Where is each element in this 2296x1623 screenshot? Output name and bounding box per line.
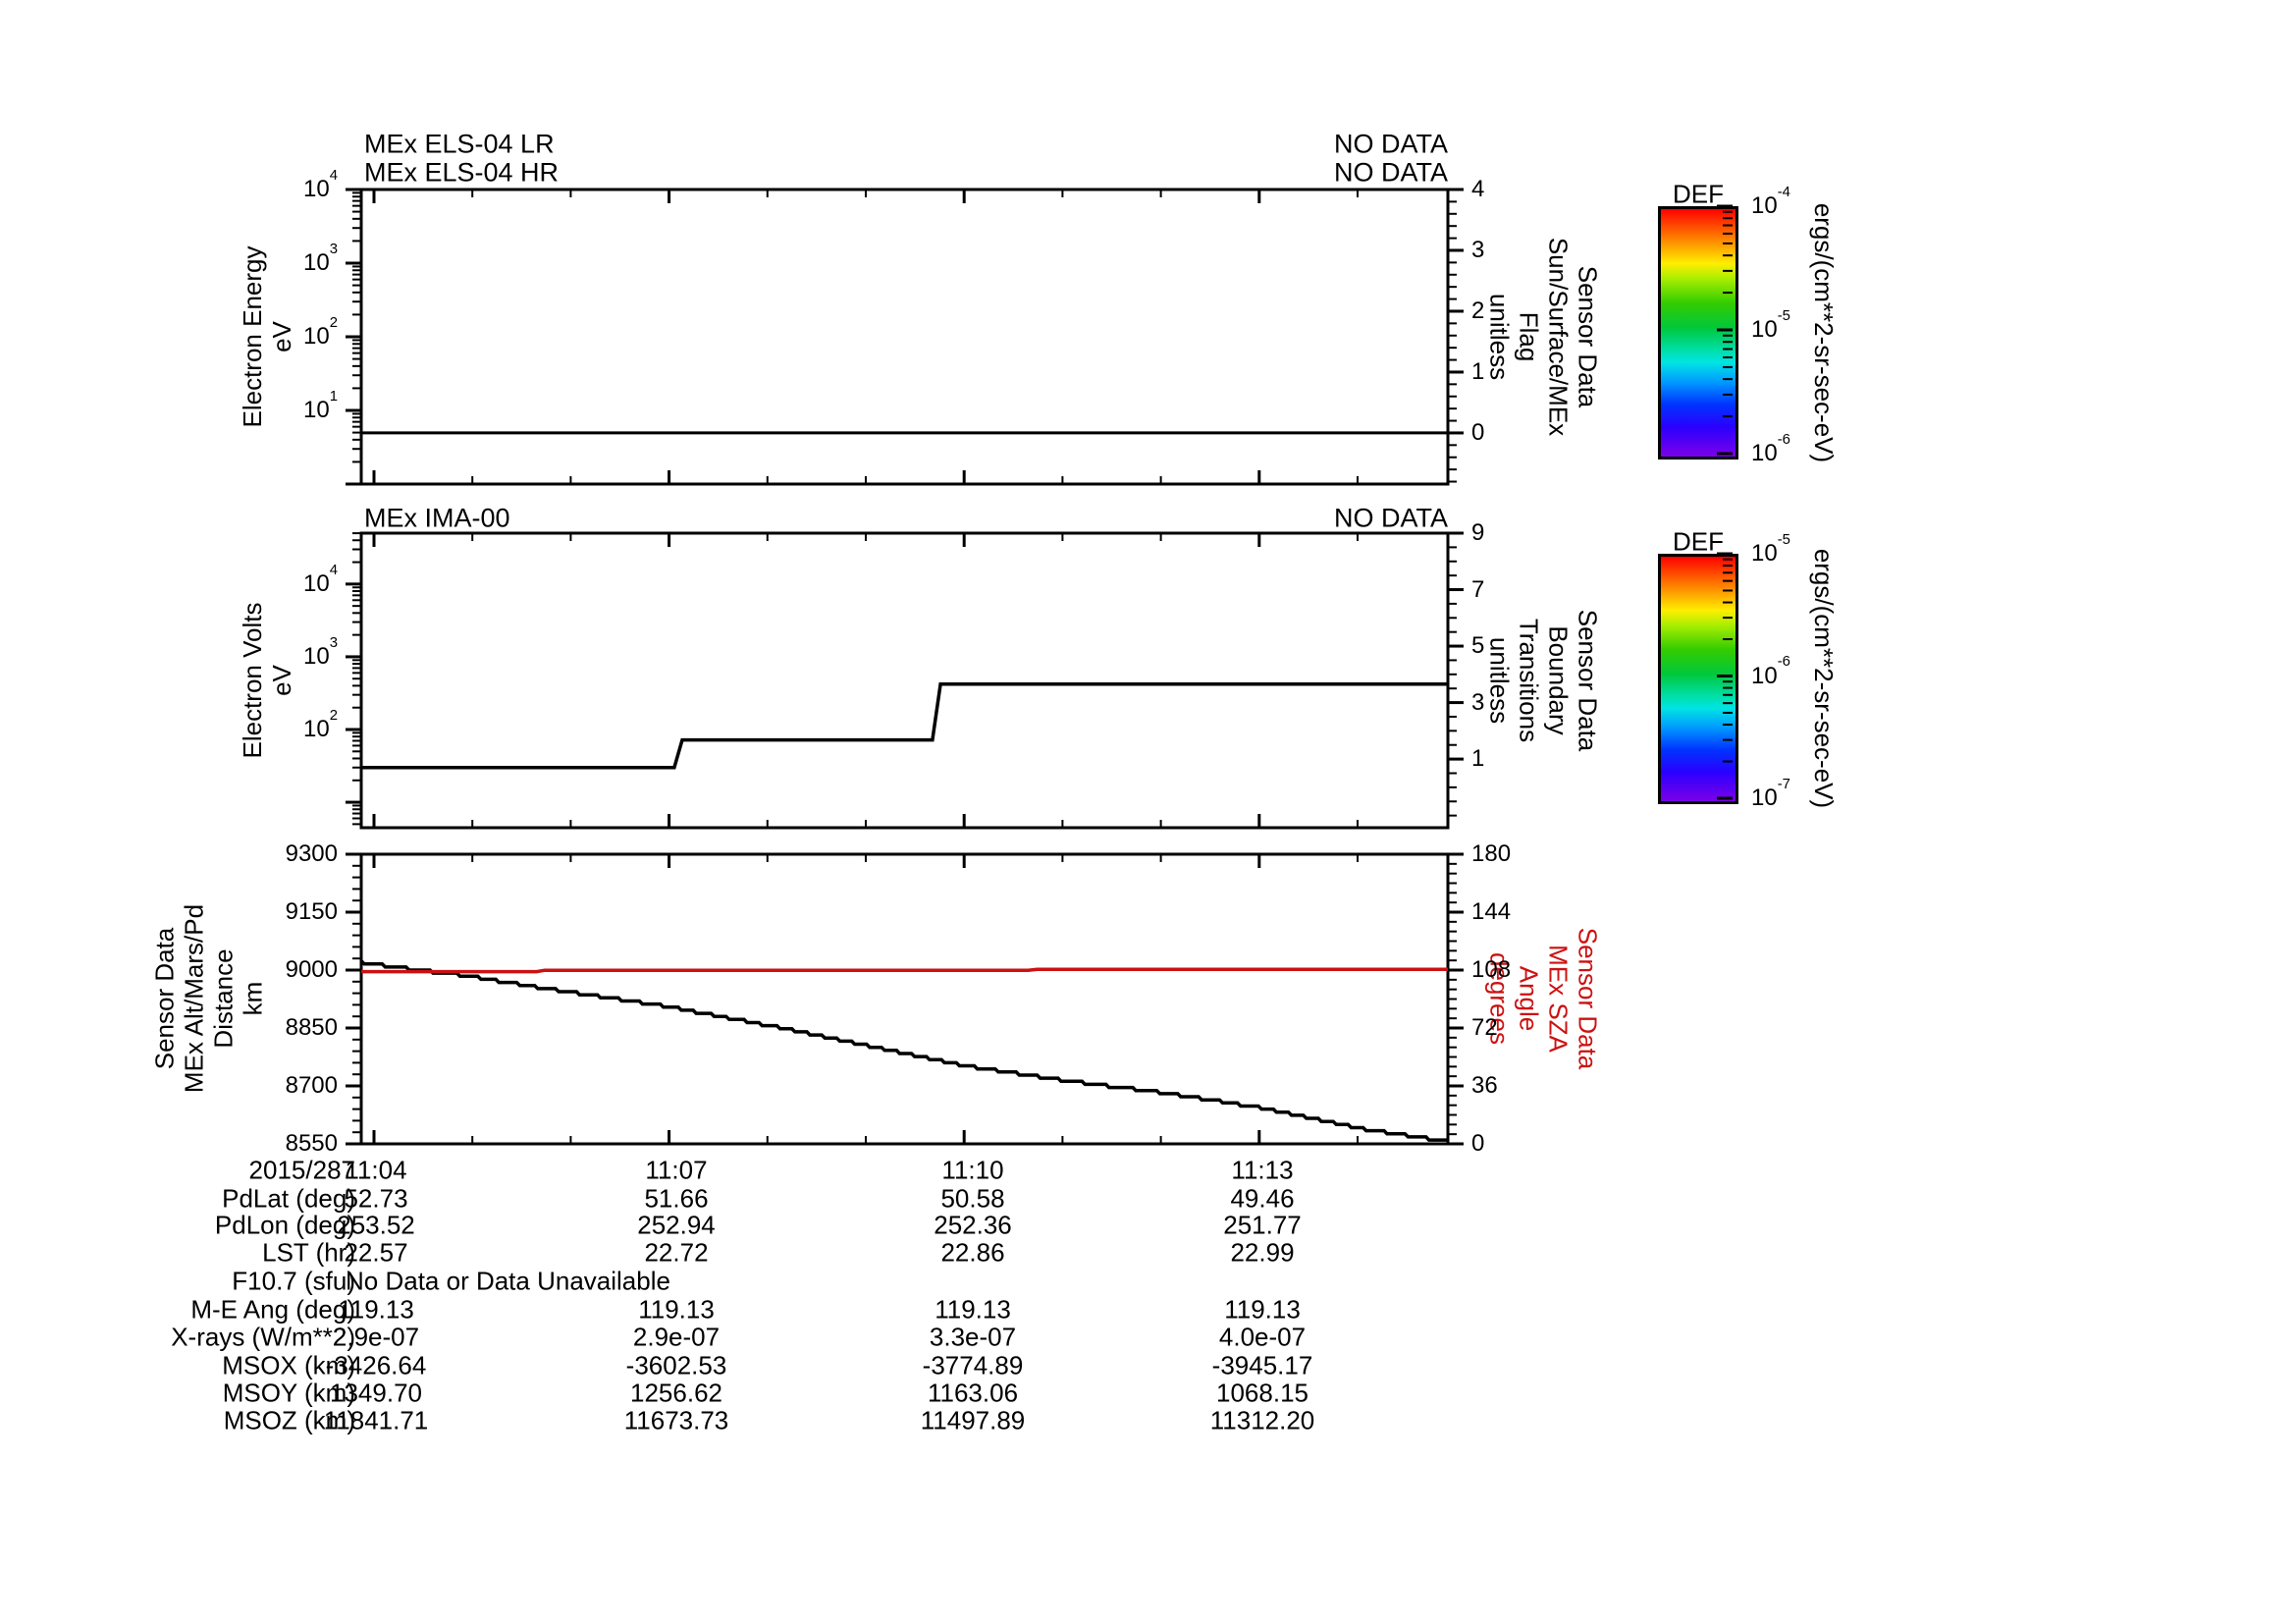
series-ima-energy-steps [361,682,1448,770]
axis-tick-label: 8850 [285,1014,338,1041]
axis-tick-label: 2 [1471,297,1485,324]
panel-ima-title: MEx IMA-00 [364,503,510,533]
axis-tick-label: 0 [1471,418,1485,446]
axis-tick-label: 102 [303,707,338,742]
table-cell: -3945.17 [1211,1350,1313,1380]
axis-tick-label: 8550 [285,1130,338,1157]
table-cell: 11673.73 [623,1405,729,1435]
table-span-value: No Data or Data Unavailable [346,1266,670,1296]
table-cell: 1256.62 [630,1378,722,1408]
table-cell: 22.57 [344,1237,408,1268]
axis-tick-label: 3 [1471,688,1485,716]
panel-frame [359,852,1450,1146]
panel-els-title-lr: MEx ELS-04 LR [364,129,555,159]
table-cell: 252.36 [934,1210,1012,1240]
table-cell: 4.0e-07 [1218,1322,1307,1352]
table-cell: 11841.71 [323,1405,429,1435]
table-row-label: M-E Ang (deg) [190,1294,355,1325]
axis-tick-label: 108 [1471,956,1512,983]
axis-tick-label: 7 [1471,575,1485,603]
axis-tick-label: 1 [1471,745,1485,773]
table-cell: 119.13 [338,1294,414,1325]
axis-tick-label: 104 [303,562,338,597]
table-cell: 22.72 [644,1237,709,1268]
table-cell: 253.52 [337,1210,415,1240]
colorbar-tick-label: 10-5 [1751,531,1790,567]
axis-tick-label: 101 [303,388,338,423]
colorbar-tick-label: 10-5 [1751,307,1790,343]
panel-ima-no-data: NO DATA [1333,503,1448,533]
axis-tick-label: 8700 [285,1072,338,1099]
table-cell: 3.3e-07 [929,1322,1017,1352]
table-row-label: MSOZ (km) [223,1405,355,1435]
table-cell: 119.13 [638,1294,715,1325]
colorbar-tick-label: 10-6 [1751,654,1790,689]
colorbar-tick-label: 10-6 [1751,431,1790,466]
axis-tick-label: 9150 [285,898,338,925]
axis-tick-label: 103 [303,634,338,670]
colorbar-tick-label: 10-7 [1751,776,1790,811]
table-row-label: X-rays (W/m**2) [171,1322,355,1352]
axis-tick-label: 0 [1471,1130,1485,1157]
series-mex-sza-degrees [361,967,1448,974]
table-cell: -3774.89 [922,1350,1024,1380]
table-cell: 252.94 [637,1210,716,1240]
axis-tick-label: 72 [1471,1014,1498,1041]
axis-tick-label: 104 [303,167,338,202]
axis-tick-label: 180 [1471,840,1512,867]
table-cell: 1163.06 [927,1378,1019,1408]
table-row-label: LST (hr) [262,1237,355,1268]
table-cell: -3602.53 [625,1350,727,1380]
panel-frame [359,188,1450,486]
axis-tick-label: 103 [303,241,338,276]
table-cell: 11:07 [645,1155,708,1185]
colorbar-2-title: DEF [1673,526,1724,557]
table-row-label: F10.7 (sfu) [232,1266,355,1296]
table-row-label: PdLat (deg) [222,1183,355,1214]
table-cell: -3426.64 [325,1350,427,1380]
table-cell: 11497.89 [920,1405,1026,1435]
axis-tick-label: 1 [1471,357,1485,385]
panel-els-title-hr: MEx ELS-04 HR [364,157,560,188]
axis-tick-label: 5 [1471,632,1485,660]
colorbar-1-title: DEF [1673,179,1724,209]
table-cell: 2.9e-07 [632,1322,721,1352]
table-cell: 251.77 [1223,1210,1302,1240]
table-cell: 51.66 [644,1183,709,1214]
table-cell: 2.9e-07 [332,1322,420,1352]
table-cell: 49.46 [1230,1183,1295,1214]
table-row-label: 2015/287 [248,1155,355,1185]
table-cell: 119.13 [934,1294,1011,1325]
table-cell: 11312.20 [1209,1405,1315,1435]
series-mex-altitude-km [359,959,1447,1142]
table-row-label: MSOY (km) [222,1378,355,1408]
table-cell: 1068.15 [1216,1378,1308,1408]
table-cell: 11:10 [941,1155,1004,1185]
panel-els-no-data-lr: NO DATA [1333,129,1448,159]
table-cell: 22.99 [1230,1237,1295,1268]
axis-tick-label: 144 [1471,898,1512,925]
table-cell: 11:13 [1231,1155,1294,1185]
table-cell: 22.86 [940,1237,1005,1268]
axis-tick-label: 9300 [285,840,338,867]
table-row-label: MSOX (km) [222,1350,355,1380]
table-row-label: PdLon (deg) [214,1210,355,1240]
axis-tick-label: 36 [1471,1072,1498,1099]
axis-tick-label: 102 [303,314,338,350]
table-cell: 50.58 [940,1183,1005,1214]
axis-tick-label: 9 [1471,519,1485,546]
axis-tick-label: 4 [1471,176,1485,202]
table-cell: 11:04 [345,1155,407,1185]
panel-els-no-data-hr: NO DATA [1333,157,1448,188]
colorbar-tick-label: 10-4 [1751,184,1790,219]
axis-tick-label: 9000 [285,956,338,983]
table-cell: 1349.70 [330,1378,422,1408]
axis-tick-label: 3 [1471,236,1485,263]
panel-frame [359,531,1450,830]
table-cell: 119.13 [1224,1294,1301,1325]
table-cell: 52.73 [344,1183,408,1214]
